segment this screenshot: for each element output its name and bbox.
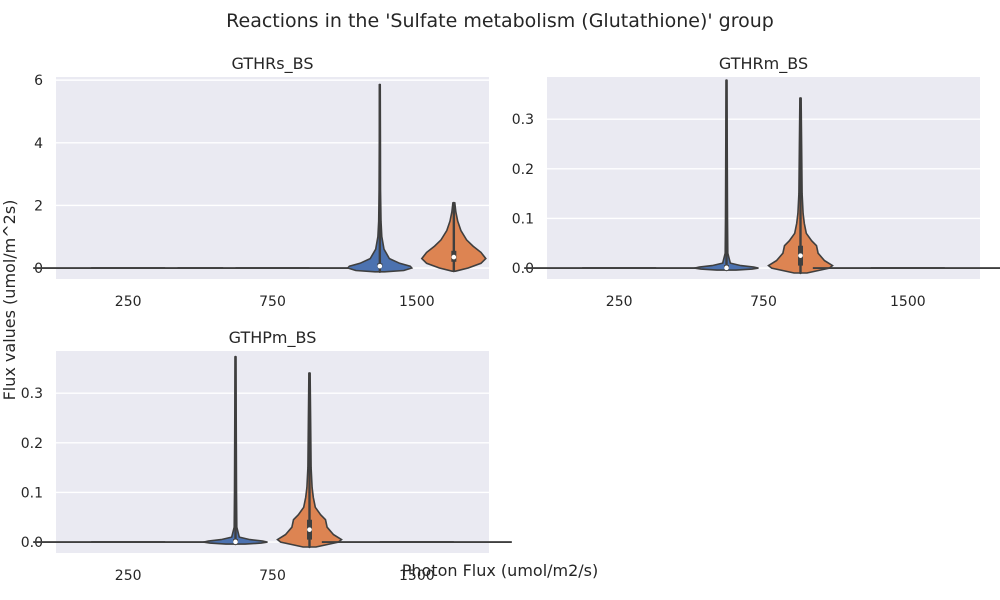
violin-median-dot <box>233 539 238 545</box>
y-tick-label: 0 <box>34 261 43 277</box>
panel-3: 0.0 0.1 0.2 0.3 250 750 1500 GTHPm_BS <box>21 328 512 584</box>
x-tick-label: 750 <box>750 294 777 310</box>
x-tick-label: 1500 <box>399 568 435 584</box>
violin-750-1 <box>276 372 343 549</box>
y-tick-label: 6 <box>34 73 43 89</box>
violin-1500-1 <box>420 201 487 273</box>
plot-area <box>56 77 489 279</box>
y-axis-label: Flux values (umol/m^2s) <box>0 200 19 401</box>
y-tick-label: 2 <box>34 198 43 214</box>
violin-750-0 <box>203 355 268 546</box>
violin-median-dot <box>307 527 312 532</box>
x-axis-label: Photon Flux (umol/m2/s) <box>402 561 599 580</box>
plot-area <box>56 351 489 553</box>
y-tick-label: 4 <box>34 136 43 152</box>
y-tick-label: 0.2 <box>512 162 534 178</box>
panel-title: GTHRs_BS <box>232 54 314 74</box>
y-tick-label: 0.1 <box>512 211 534 227</box>
x-tick-label: 1500 <box>399 294 435 310</box>
y-tick-label: 0.1 <box>21 485 43 501</box>
violin-1500-0 <box>346 83 414 273</box>
violin-median-dot <box>377 263 383 269</box>
x-tick-label: 750 <box>259 568 286 584</box>
y-tick-label: 0.3 <box>512 112 534 128</box>
violin-750-0 <box>694 79 759 272</box>
violin-750-1 <box>767 97 834 275</box>
violin-median-dot <box>798 253 803 258</box>
panel-title: GTHPm_BS <box>229 328 317 348</box>
x-tick-label: 250 <box>115 294 142 310</box>
violin-median-dot <box>724 265 729 271</box>
figure-title: Reactions in the 'Sulfate metabolism (Gl… <box>226 10 774 32</box>
y-tick-label: 0.3 <box>21 386 43 402</box>
panel-2: 0.0 0.1 0.2 0.3 250 750 1500 GTHRm_BS <box>512 54 1000 310</box>
y-tick-label: 0.2 <box>21 436 43 452</box>
x-tick-label: 1500 <box>890 294 926 310</box>
x-tick-label: 250 <box>115 568 142 584</box>
y-tick-label: 0.0 <box>512 261 534 277</box>
panel-title: GTHRm_BS <box>719 54 808 74</box>
x-tick-label: 250 <box>606 294 633 310</box>
x-tick-label: 750 <box>259 294 286 310</box>
plot-area <box>547 77 980 279</box>
violin-median-dot <box>451 254 457 260</box>
panel-1: 0 2 4 6 250 750 1500 GTHRs_BS <box>33 54 489 310</box>
y-tick-label: 0.0 <box>21 535 43 551</box>
panels: 0 2 4 6 250 750 1500 GTHRs_BS 0.0 0.1 0.2 0.3 250 750… <box>21 54 1000 584</box>
